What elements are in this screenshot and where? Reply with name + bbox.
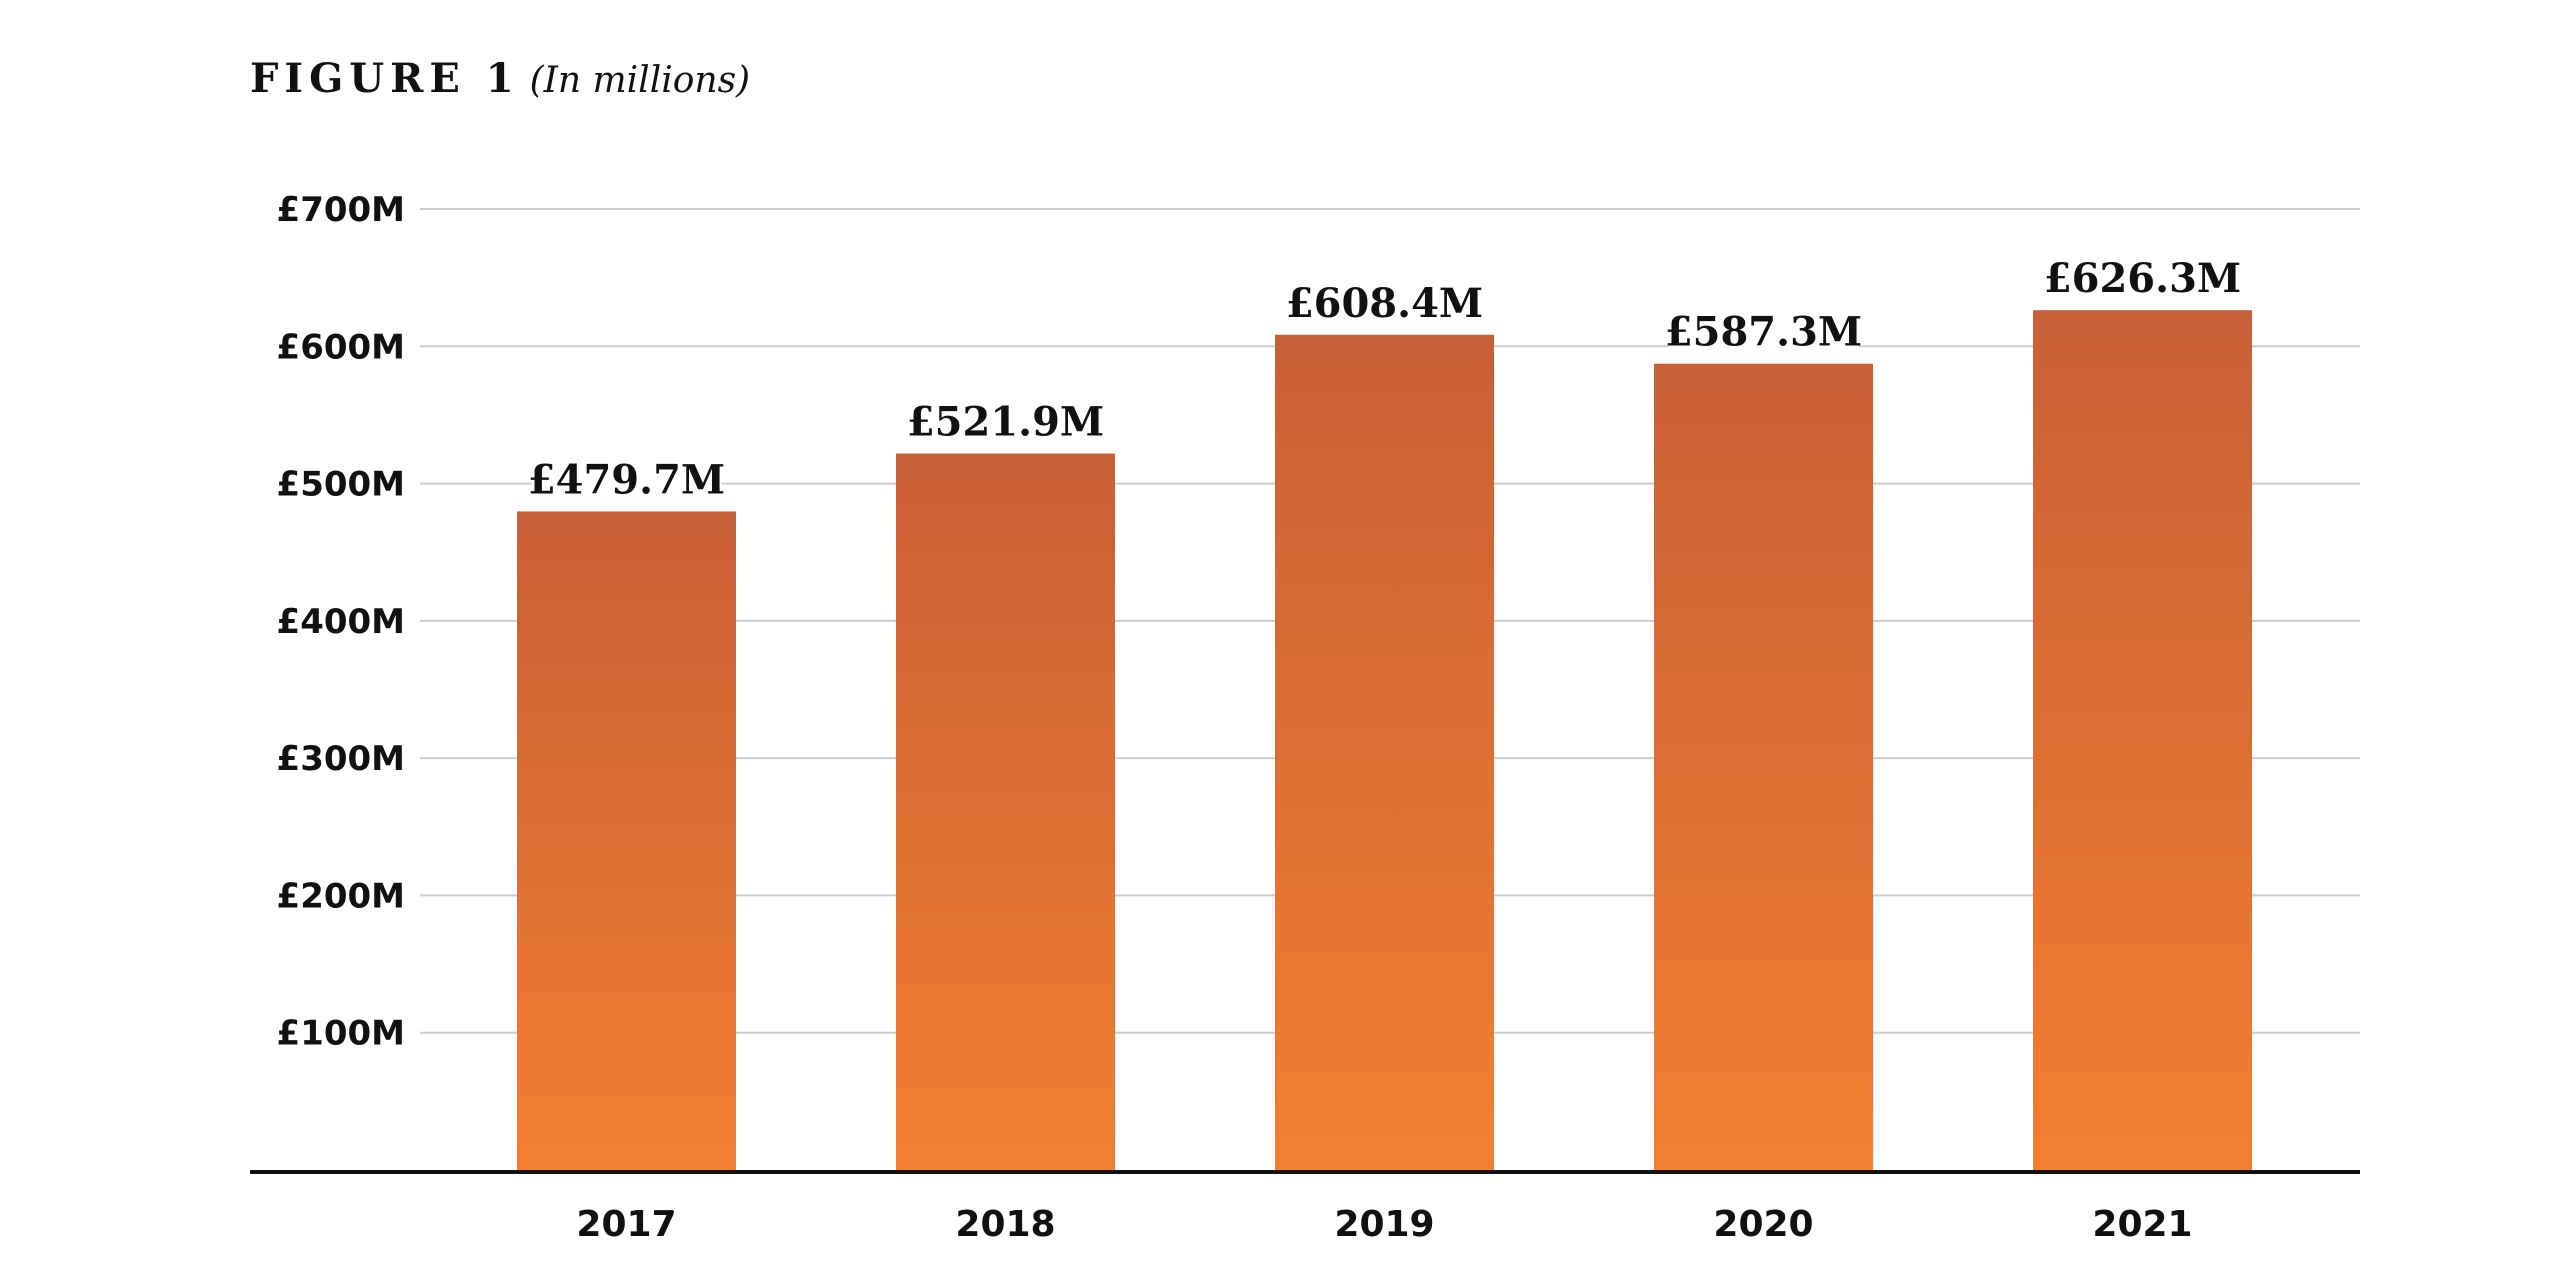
y-tick-label: £400M bbox=[277, 602, 405, 642]
y-tick-label: £100M bbox=[277, 1014, 405, 1054]
y-tick-label: £200M bbox=[277, 876, 405, 916]
x-category-label: 2021 bbox=[2092, 1204, 2192, 1245]
data-label: £479.7M bbox=[528, 456, 725, 503]
x-category-label: 2019 bbox=[1334, 1204, 1434, 1245]
data-label: £626.3M bbox=[2044, 255, 2241, 302]
y-axis-ticks: £100M £200M £300M £400M £500M £600M £700M bbox=[277, 190, 405, 1054]
bars bbox=[517, 310, 2252, 1170]
y-tick-label: £500M bbox=[277, 465, 405, 505]
x-category-label: 2020 bbox=[1713, 1204, 1813, 1245]
x-category-label: 2018 bbox=[955, 1204, 1055, 1245]
data-label-background bbox=[2047, 254, 2238, 305]
x-category-label: 2017 bbox=[576, 1204, 676, 1245]
figure-title-text: FIGURE 1 bbox=[250, 55, 520, 102]
y-tick-label: £600M bbox=[277, 327, 405, 367]
figure-subtitle: (In millions) bbox=[529, 60, 751, 101]
data-label-background bbox=[531, 455, 722, 506]
data-label: £587.3M bbox=[1665, 309, 1862, 356]
y-tick-label: £300M bbox=[277, 739, 405, 779]
x-axis-categories: 2017 2018 2019 2020 2021 bbox=[576, 1204, 2192, 1245]
y-tick-label: £700M bbox=[277, 190, 405, 230]
bar bbox=[896, 453, 1115, 1170]
bar bbox=[1654, 363, 1873, 1170]
data-labels: £479.7M £521.9M £608.4M £587.3M £626.3M bbox=[528, 254, 2241, 506]
data-label: £521.9M bbox=[907, 399, 1104, 446]
bar bbox=[1275, 334, 1494, 1170]
data-label-background bbox=[910, 397, 1101, 448]
bar bbox=[2033, 310, 2252, 1170]
data-label-background bbox=[1668, 307, 1859, 358]
data-label-background bbox=[1289, 278, 1480, 329]
figure-title: FIGURE 1 (In millions) bbox=[250, 55, 750, 102]
bar bbox=[517, 511, 736, 1170]
data-label: £608.4M bbox=[1286, 280, 1483, 327]
